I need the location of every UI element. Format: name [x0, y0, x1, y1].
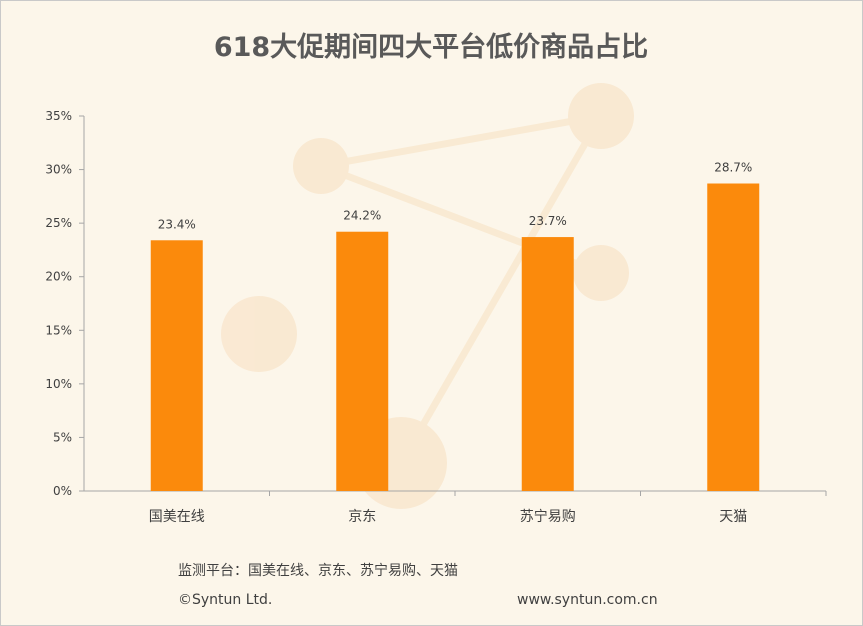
y-tick-label: 5% — [53, 430, 72, 444]
data-label: 24.2% — [343, 209, 381, 223]
chart-title: 618大促期间四大平台低价商品占比 — [214, 31, 648, 63]
y-tick-label: 25% — [45, 216, 72, 230]
x-tick-label: 苏宁易购 — [520, 508, 576, 525]
data-label: 23.4% — [158, 217, 196, 231]
x-tick-label: 国美在线 — [149, 509, 205, 525]
bar — [521, 237, 574, 491]
y-tick-label: 10% — [45, 377, 72, 391]
bar — [150, 240, 203, 491]
x-tick-label: 京东 — [348, 509, 376, 525]
bars — [150, 183, 760, 491]
y-tick-label: 35% — [45, 109, 72, 123]
source-note: 监测平台：国美在线、京东、苏宁易购、天猫 — [178, 562, 458, 579]
x-axis: 国美在线 京东 苏宁易购 天猫 — [84, 490, 827, 525]
data-label: 28.7% — [714, 161, 752, 175]
website-link[interactable]: www.syntun.com.cn — [517, 592, 658, 608]
y-tick-label: 20% — [45, 270, 72, 284]
bar — [336, 231, 389, 491]
x-tick-label: 天猫 — [719, 509, 747, 525]
y-tick-label: 15% — [45, 323, 72, 337]
copyright-text: ©Syntun Ltd. — [178, 592, 272, 608]
y-tick-label: 30% — [45, 163, 72, 177]
data-labels: 23.4% 24.2% 23.7% 28.7% — [158, 161, 753, 232]
bar — [707, 183, 760, 491]
y-axis: 0% 5% 10% 15% 20% 25% 30% 35% — [45, 109, 85, 498]
data-label: 23.7% — [529, 214, 567, 228]
y-tick-label: 0% — [53, 484, 72, 498]
